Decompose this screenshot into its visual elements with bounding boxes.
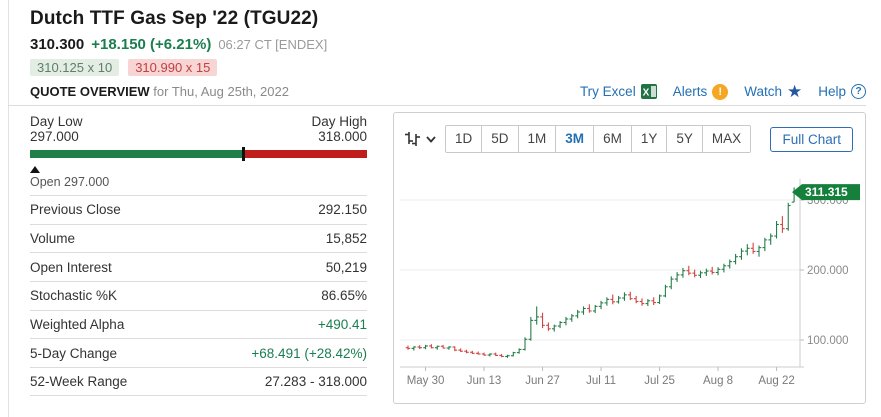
range-button-max[interactable]: MAX — [701, 125, 752, 154]
last-price-marker — [242, 147, 246, 161]
main-area: Day Low Day High 297.000 318.000 Open 29… — [0, 106, 881, 404]
quote-line: 310.300 +18.150 (+6.21%) 06:27 CT [ENDEX… — [30, 36, 866, 53]
stat-row: Previous Close 292.150 — [30, 195, 367, 224]
day-range-widget: Day Low Day High 297.000 318.000 Open 29… — [30, 112, 367, 189]
stat-label: Stochastic %K — [30, 288, 118, 304]
range-button-5d[interactable]: 5D — [481, 125, 519, 154]
svg-text:Jul 11: Jul 11 — [586, 375, 616, 387]
bid-quote: 310.125 x 10 — [30, 59, 120, 76]
svg-text:200.000: 200.000 — [807, 265, 849, 277]
ohlc-bars-icon — [405, 132, 420, 147]
range-bar-high-segment — [243, 150, 367, 158]
alert-badge-icon: ! — [712, 83, 729, 100]
day-low-label: Day Low — [30, 114, 83, 129]
stat-row: 52-Week Range 27.283 - 318.000 — [30, 367, 367, 396]
try-excel-link[interactable]: Try Excel X — [580, 84, 657, 99]
svg-text:Aug 22: Aug 22 — [758, 375, 794, 387]
range-bar-low-segment — [30, 150, 244, 158]
svg-text:311.315: 311.315 — [805, 185, 848, 199]
range-button-1d[interactable]: 1D — [445, 125, 483, 154]
stat-label: Weighted Alpha — [30, 317, 125, 333]
full-chart-button[interactable]: Full Chart — [770, 126, 853, 152]
stat-row: Stochastic %K 86.65% — [30, 281, 367, 310]
stat-label: Volume — [30, 231, 76, 247]
day-low-value: 297.000 — [30, 129, 79, 144]
last-price: 310.300 — [30, 36, 85, 53]
quote-timestamp: 06:27 CT [ENDEX] — [218, 37, 328, 52]
open-label: Open 297.000 — [30, 175, 110, 189]
watch-link[interactable]: Watch ★ — [744, 82, 803, 101]
section-title: QUOTE OVERVIEW — [30, 84, 150, 99]
range-button-3m[interactable]: 3M — [555, 125, 595, 154]
stats-column: Day Low Day High 297.000 318.000 Open 29… — [30, 112, 367, 404]
day-high-value: 318.000 — [318, 129, 367, 144]
stat-row: Weighted Alpha +490.41 — [30, 309, 367, 339]
stat-value: 27.283 - 318.000 — [264, 373, 367, 389]
stat-row: Volume 15,852 — [30, 223, 367, 253]
overview-row: QUOTE OVERVIEW for Thu, Aug 25th, 2022 T… — [30, 83, 866, 106]
stat-value: 50,219 — [325, 259, 367, 275]
stat-label: Previous Close — [30, 202, 121, 218]
svg-text:Aug 8: Aug 8 — [703, 375, 733, 387]
stat-value: +490.41 — [317, 317, 367, 333]
stat-value: 86.65% — [321, 288, 367, 304]
price-change: +18.150 (+6.21%) — [91, 36, 212, 53]
svg-text:May 30: May 30 — [407, 375, 445, 387]
chevron-down-icon — [426, 135, 436, 143]
ask-quote: 310.990 x 15 — [128, 59, 218, 76]
header-divider — [8, 105, 866, 106]
page-title: Dutch TTF Gas Sep '22 (TGU22) — [30, 8, 319, 29]
star-icon: ★ — [786, 82, 803, 101]
stats-table: Previous Close 292.150 Volume 15,852 Open In… — [30, 195, 367, 396]
help-link[interactable]: Help ? — [818, 84, 866, 99]
range-button-6m[interactable]: 6M — [593, 125, 632, 154]
stat-row: Open Interest 50,219 — [30, 252, 367, 281]
alerts-link[interactable]: Alerts ! — [673, 83, 729, 100]
stat-row: 5-Day Change +68.491 (+28.42%) — [30, 338, 367, 367]
chart-type-button[interactable] — [404, 131, 436, 147]
open-triangle-icon — [30, 166, 40, 173]
quote-header: Dutch TTF Gas Sep '22 (TGU22) 310.300 +1… — [0, 0, 881, 106]
chart-toolbar: 1D 5D 1M 3M 6M 1Y 5Y MAX Full Chart — [394, 113, 865, 154]
day-range-bar — [30, 147, 367, 161]
range-button-5y[interactable]: 5Y — [666, 125, 703, 154]
svg-text:Jun 27: Jun 27 — [525, 375, 560, 387]
stat-label: 5-Day Change — [30, 345, 118, 361]
stat-label: 52-Week Range — [30, 373, 128, 389]
svg-text:100.000: 100.000 — [807, 335, 849, 347]
timeframe-button-group: 1D 5D 1M 3M 6M 1Y 5Y MAX — [445, 125, 752, 154]
range-button-1y[interactable]: 1Y — [630, 125, 668, 154]
svg-text:Jul 25: Jul 25 — [644, 375, 675, 387]
chart-panel: 1D 5D 1M 3M 6M 1Y 5Y MAX Full Chart 100.000 200.… — [393, 112, 866, 404]
day-high-label: Day High — [311, 114, 367, 129]
excel-icon: X — [640, 84, 657, 99]
question-circle-icon: ? — [851, 84, 866, 99]
stat-value: 15,852 — [325, 231, 367, 247]
svg-text:Jun 13: Jun 13 — [467, 375, 502, 387]
range-button-1m[interactable]: 1M — [517, 125, 557, 154]
header-links: Try Excel X Alerts ! Watch ★ Help — [580, 83, 866, 100]
section-date: for Thu, Aug 25th, 2022 — [153, 84, 289, 99]
stat-label: Open Interest — [30, 259, 112, 275]
open-marker: Open 297.000 — [30, 161, 367, 189]
svg-text:X: X — [642, 88, 649, 99]
stat-value: +68.491 (+28.42%) — [251, 345, 367, 361]
bid-ask-row: 310.125 x 10 310.990 x 15 — [30, 59, 866, 76]
stat-value: 292.150 — [318, 202, 367, 218]
